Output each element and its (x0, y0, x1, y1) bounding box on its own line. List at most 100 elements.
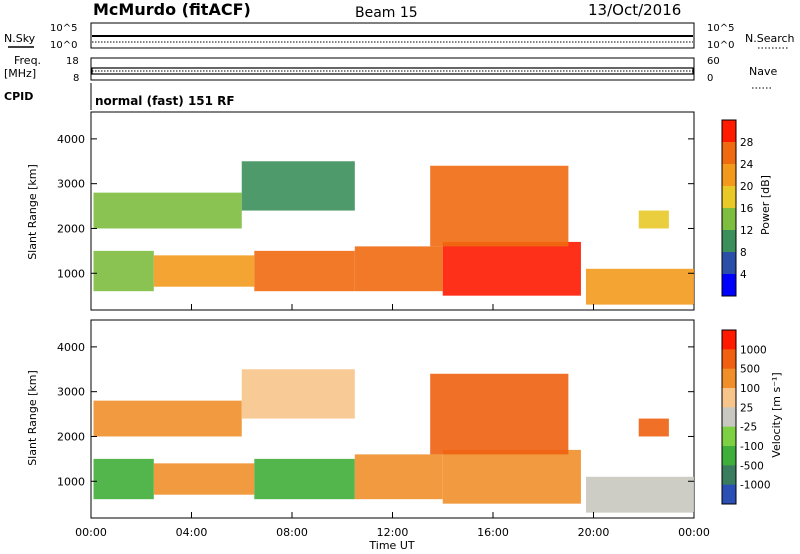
vel-colorbar-swatch (722, 330, 736, 350)
x-tick-label: 20:00 (578, 526, 610, 539)
noise-tick-left-bottom: 10^0 (50, 40, 77, 51)
power-region (354, 246, 443, 292)
vel-region (442, 449, 581, 504)
power-colorbar-tick: 28 (740, 137, 753, 149)
vel-region (430, 373, 569, 455)
vel-colorbar-swatch (722, 465, 736, 486)
vel-region (254, 458, 355, 500)
power-region (430, 165, 569, 247)
vel-region (585, 476, 694, 513)
power-colorbar-swatch (722, 186, 736, 209)
power-region (153, 255, 255, 287)
freq-label: Freq. (14, 54, 41, 67)
power-colorbar-tick: 4 (740, 269, 747, 281)
power-colorbar-swatch (722, 252, 736, 275)
x-tick-label: 08:00 (276, 526, 308, 539)
cpid-label: CPID (4, 90, 33, 103)
vel-region (93, 458, 154, 500)
power-colorbar-tick: 8 (740, 247, 747, 259)
cpid-text: normal (fast) 151 RF (95, 94, 235, 108)
power-colorbar-swatch (722, 230, 736, 253)
power-colorbar-swatch (722, 208, 736, 231)
vel-colorbar-swatch (722, 349, 736, 370)
vel-colorbar-tick: -25 (740, 422, 757, 434)
nsky-label: N.Sky (4, 32, 36, 45)
vel-y-tick-label: 3000 (57, 386, 85, 399)
vel-region (638, 418, 669, 437)
station-title: McMurdo (fitACF) (93, 0, 251, 19)
noise-traces (92, 35, 693, 43)
vel-region (241, 369, 355, 419)
vel-colorbar-swatch (722, 407, 736, 428)
vel-colorbar-swatch (722, 426, 736, 447)
power-region (585, 268, 694, 305)
vel-colorbar-swatch (722, 388, 736, 408)
power-y-tick-label: 1000 (57, 267, 85, 280)
vel-y-tick-label: 2000 (57, 430, 85, 443)
vel-y-tick-label: 4000 (57, 341, 85, 354)
power-colorbar-swatch (722, 120, 736, 143)
x-axis-label: Time UT (368, 539, 414, 552)
x-tick-label: 00:00 (678, 526, 710, 539)
power-colorbar-tick: 16 (740, 203, 754, 215)
nsearch-label: N.Search (745, 32, 795, 45)
power-y-label: Slant Range [km] (26, 164, 39, 260)
x-tick-label: 12:00 (377, 526, 409, 539)
power-colorbar-tick: 12 (740, 225, 753, 237)
vel-region (354, 454, 443, 500)
vel-colorbar-frame (721, 329, 737, 505)
x-tick-label: 04:00 (176, 526, 208, 539)
vel-y-tick-label: 1000 (57, 475, 85, 488)
power-region (254, 250, 355, 292)
power-colorbar-label: Power [dB] (759, 175, 772, 235)
power-colorbar-swatch (722, 164, 736, 187)
x-tick-label: 00:00 (75, 526, 107, 539)
power-y-tick-label: 3000 (57, 178, 85, 191)
vel-colorbar-tick: 100 (740, 383, 760, 395)
nave-tick-top: 60 (707, 56, 720, 67)
noise-tick-right-top: 10^5 (707, 23, 734, 34)
power-y-tick-label: 2000 (57, 222, 85, 235)
power-colorbar-swatch (722, 274, 736, 297)
vel-region (153, 463, 255, 495)
vel-colorbar-swatch (722, 368, 736, 389)
power-colorbar-tick: 20 (740, 181, 753, 193)
vel-colorbar-swatch (722, 446, 736, 466)
power-colorbar-tick: 24 (740, 159, 754, 171)
power-colorbar-swatch (722, 142, 736, 165)
velocity-colorbar: 1000 500 100 25 -25 -100 -500 -1000 (721, 329, 771, 505)
vel-region (93, 400, 242, 437)
freq-tick-top: 18 (66, 56, 79, 67)
vel-colorbar-swatch (722, 484, 736, 505)
nave-label: Nave (749, 65, 777, 78)
power-region (638, 210, 669, 229)
nave-tick-bottom: 0 (707, 73, 713, 84)
freq-unit: [MHz] (4, 67, 36, 80)
beam-title: Beam 15 (355, 5, 418, 21)
power-region (442, 241, 581, 296)
noise-tick-left-top: 10^5 (50, 23, 77, 34)
power-colorbar-frame (721, 119, 737, 297)
power-region (93, 250, 154, 292)
power-region (93, 192, 242, 229)
power-data (93, 161, 694, 305)
vel-colorbar-tick: 500 (740, 364, 760, 376)
velocity-y-ticks: 1000 2000 3000 4000 (57, 341, 694, 488)
vel-colorbar-tick: 1000 (740, 344, 767, 356)
x-tick-label: 16:00 (477, 526, 509, 539)
time-x-ticks: 00:00 04:00 08:00 12:00 16:00 20:00 00:00 (75, 304, 710, 539)
vel-colorbar-tick: -1000 (740, 480, 771, 492)
power-colorbar: 4 8 12 16 20 24 28 (721, 119, 754, 297)
noise-tick-right-bottom: 10^0 (707, 40, 734, 51)
vel-colorbar-tick: 25 (740, 402, 753, 414)
vel-colorbar-tick: -100 (740, 441, 764, 453)
power-y-ticks: 1000 2000 3000 4000 (57, 133, 694, 280)
power-y-tick-label: 4000 (57, 133, 85, 146)
power-region (241, 161, 355, 211)
date-title: 13/Oct/2016 (588, 1, 681, 19)
freq-tick-bottom: 8 (73, 73, 79, 84)
velocity-colorbar-label: Velocity [m s⁻¹] (770, 372, 783, 457)
velocity-data (93, 369, 694, 513)
velocity-y-label: Slant Range [km] (26, 370, 39, 466)
